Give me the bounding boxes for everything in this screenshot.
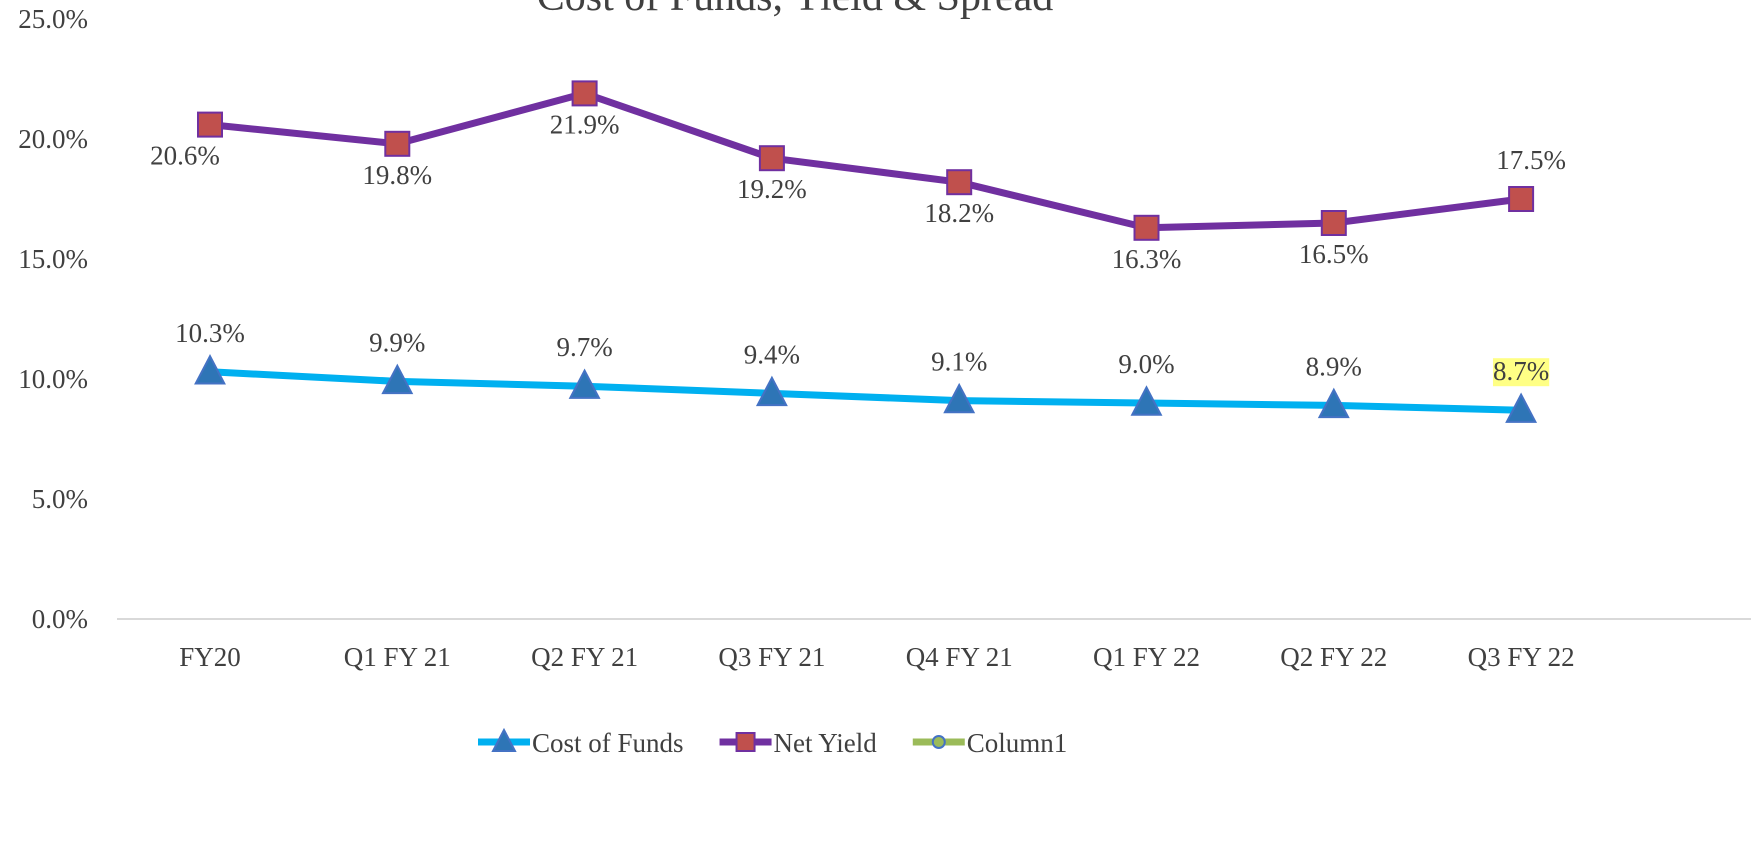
data-label: 18.2%: [924, 198, 994, 228]
data-point: [1133, 214, 1160, 241]
y-tick-label: 5.0%: [32, 484, 88, 514]
x-tick-label: Q3 FY 22: [1468, 642, 1575, 672]
x-tick-label: FY20: [179, 642, 241, 672]
data-label: 9.0%: [1118, 349, 1174, 379]
data-point: [758, 145, 785, 172]
x-tick-label: Q3 FY 21: [718, 642, 825, 672]
data-point: [1320, 210, 1347, 236]
legend-label: Net Yield: [774, 728, 878, 758]
x-tick-label: Q2 FY 21: [531, 642, 638, 672]
data-label: 9.1%: [931, 347, 987, 377]
y-tick-label: 10.0%: [18, 364, 88, 394]
data-point: [1130, 385, 1163, 416]
data-point: [1317, 387, 1350, 419]
x-tick-label: Q1 FY 22: [1093, 642, 1200, 672]
y-tick-label: 25.0%: [18, 4, 88, 34]
data-label: 19.2%: [737, 174, 807, 204]
data-point: [1505, 392, 1538, 423]
legend-label: Column1: [967, 728, 1068, 758]
data-point: [571, 80, 598, 107]
data-label: 8.9%: [1306, 351, 1362, 381]
legend-marker: [931, 735, 946, 749]
y-tick-label: 0.0%: [32, 604, 88, 634]
data-label: 16.3%: [1112, 244, 1182, 274]
data-point: [1508, 186, 1535, 212]
data-label: 21.9%: [550, 109, 620, 139]
legend-label: Cost of Funds: [532, 728, 684, 758]
series-line: [209, 89, 1522, 232]
legend-marker: [491, 727, 517, 752]
x-tick-label: Q4 FY 21: [906, 642, 1013, 672]
highlight: [1492, 358, 1550, 387]
legend-marker: [735, 732, 756, 752]
x-tick-label: Q2 FY 22: [1280, 642, 1387, 672]
data-label: 9.4%: [744, 339, 800, 369]
data-label: 17.5%: [1496, 145, 1566, 175]
series-line: [209, 368, 1522, 414]
y-tick-label: 15.0%: [18, 244, 88, 274]
data-point: [197, 111, 223, 138]
data-point: [755, 375, 788, 407]
data-label: 20.6%: [150, 141, 220, 171]
data-point: [381, 363, 414, 395]
data-point: [943, 382, 976, 414]
x-tick-label: Q1 FY 21: [344, 642, 451, 672]
data-label: 16.5%: [1299, 239, 1369, 269]
y-tick-label: 20.0%: [18, 124, 88, 154]
data-point: [384, 130, 411, 157]
data-point: [946, 169, 973, 196]
data-point: [568, 368, 601, 399]
chart-title: Cost of Funds, Yield & Spread: [537, 0, 1053, 20]
data-point: [194, 354, 226, 385]
data-label: 9.7%: [556, 332, 612, 362]
data-label: 8.7%: [1493, 356, 1549, 386]
data-label: 10.3%: [175, 318, 245, 348]
data-label: 9.9%: [369, 327, 425, 357]
data-label: 19.8%: [362, 160, 432, 190]
